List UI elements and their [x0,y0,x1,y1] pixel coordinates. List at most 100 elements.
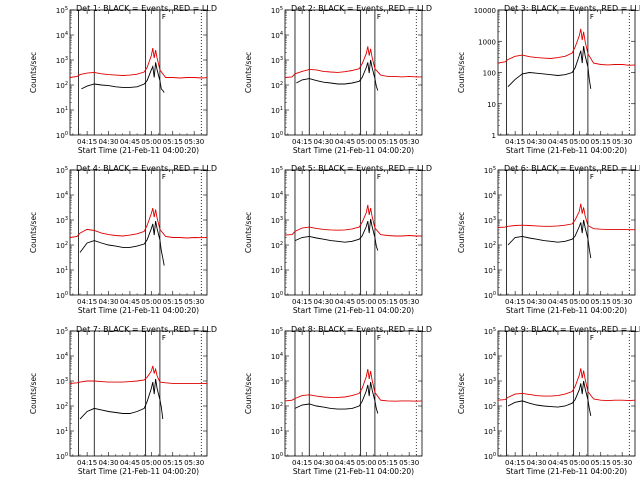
x-tick-label: 05:15 [378,138,398,146]
plot-frame [497,330,636,457]
series-line-events [296,59,379,91]
x-tick-label: 05:15 [591,138,611,146]
x-tick-label: 04:30 [98,459,118,467]
x-tick-label: 05:15 [163,138,183,146]
y-tick-label-4: 104 [484,191,496,200]
panel-det-9: Det 9: BLACK = Events, RED = LLD 100 101 10… [457,325,640,476]
series-line-lld [497,203,635,231]
x-tick-label: 04:45 [120,138,140,146]
y-tick-label-3: 103 [484,377,496,386]
plot-frame [69,9,208,136]
y-axis-label: Counts/sec [29,212,38,253]
flag-marker: F [162,13,166,21]
x-tick-label: 04:45 [120,298,140,306]
y-tick-label-1: 101 [271,266,283,275]
y-tick-label-3: 103 [271,377,283,386]
x-tick-label: 05:30 [399,138,419,146]
x-tick-label: 04:45 [120,459,140,467]
x-tick-label: 05:30 [184,459,204,467]
series-line-events [294,218,379,251]
x-tick-label: 04:45 [335,298,355,306]
flag-marker: F [590,13,594,21]
x-axis-label: Start Time (21-Feb-11 04:00:20) [293,467,414,476]
y-tick-label-1: 101 [271,427,283,436]
chart-title: Det 3: BLACK = Events, RED = LLD [504,4,640,13]
flag-marker: F [590,173,594,181]
x-tick-label: 05:15 [378,459,398,467]
plot-frame [284,9,423,136]
x-axis-label: Start Time (21-Feb-11 04:00:20) [506,146,627,155]
x-tick-label: 05:30 [184,138,204,146]
y-tick-label-5: 105 [271,327,283,336]
panel-det-3: Det 3: BLACK = Events, RED = LLD 1 10 100 10… [457,4,640,155]
y-tick-label-1: 101 [56,266,68,275]
chart-title: Det 4: BLACK = Events, RED = LLD [76,164,217,173]
x-tick-label: 05:15 [591,298,611,306]
x-axis-label: Start Time (21-Feb-11 04:00:20) [506,306,627,315]
x-tick-label: 04:45 [548,459,568,467]
y-tick-label-4: 104 [56,191,68,200]
x-tick-label: 05:30 [399,459,419,467]
x-axis-label: Start Time (21-Feb-11 04:00:20) [293,146,414,155]
y-tick-label-0: 100 [56,131,68,140]
x-tick-label: 04:30 [526,138,546,146]
series-line-events [507,219,592,259]
x-tick-label: 04:30 [526,298,546,306]
y-tick-label-1: 10 [487,101,496,109]
y-tick-label-0: 100 [56,291,68,300]
chart-title: Det 8: BLACK = Events, RED = LLD [291,325,432,334]
chart-title: Det 1: BLACK = Events, RED = LLD [76,4,217,13]
y-axis-label: Counts/sec [457,373,466,414]
y-tick-label-3: 103 [484,216,496,225]
plot-frame [69,169,208,296]
x-tick-label: 04:45 [548,298,568,306]
x-tick-label: 05:15 [163,298,183,306]
x-tick-label: 04:30 [98,298,118,306]
y-tick-label-3: 103 [56,377,68,386]
x-axis-label: Start Time (21-Feb-11 04:00:20) [293,306,414,315]
y-tick-label-5: 105 [484,327,496,336]
y-tick-label-2: 102 [484,402,496,411]
x-tick-label: 05:30 [612,459,632,467]
y-axis-label: Counts/sec [29,52,38,93]
x-tick-label: 04:15 [292,298,312,306]
y-tick-label-2: 100 [483,70,496,78]
panel-det-4: Det 4: BLACK = Events, RED = LLD 100 101 10… [29,164,217,315]
y-tick-label-1: 101 [56,106,68,115]
y-axis-label: Counts/sec [244,373,253,414]
x-tick-label: 04:30 [313,138,333,146]
panel-det-7: Det 7: BLACK = Events, RED = LLD 100 101 10… [29,325,217,476]
x-tick-label: 04:45 [548,138,568,146]
x-tick-label: 05:00 [569,298,589,306]
x-axis-label: Start Time (21-Feb-11 04:00:20) [506,467,627,476]
y-tick-label-5: 105 [271,166,283,175]
y-tick-label-3: 103 [271,56,283,65]
flag-marker: F [162,334,166,342]
y-tick-label-2: 102 [56,81,68,90]
y-tick-label-5: 105 [56,327,68,336]
y-tick-label-4: 10000 [474,7,496,15]
y-tick-label-4: 104 [271,191,283,200]
series-line-events [79,378,164,420]
series-line-lld [284,46,422,78]
x-tick-label: 04:15 [292,138,312,146]
x-tick-label: 04:30 [313,298,333,306]
y-tick-label-2: 102 [484,241,496,250]
x-tick-label: 04:15 [77,298,97,306]
y-axis-label: Counts/sec [457,212,466,253]
y-tick-label-2: 102 [56,241,68,250]
series-line-events [81,62,165,93]
y-tick-label-1: 101 [484,266,496,275]
panel-det-1: Det 1: BLACK = Events, RED = LLD 100 101 10… [29,4,217,155]
y-tick-label-0: 100 [56,452,68,461]
series-line-events [507,46,592,89]
x-tick-label: 04:15 [505,298,525,306]
series-line-events [79,221,165,266]
panel-det-5: Det 5: BLACK = Events, RED = LLD 100 101 10… [244,164,432,315]
y-tick-label-4: 104 [271,31,283,40]
y-tick-label-3: 1000 [478,38,496,46]
plot-frame [284,169,423,296]
y-tick-label-0: 100 [271,452,283,461]
x-tick-label: 05:00 [356,459,376,467]
panel-det-8: Det 8: BLACK = Events, RED = LLD 100 101 10… [244,325,432,476]
